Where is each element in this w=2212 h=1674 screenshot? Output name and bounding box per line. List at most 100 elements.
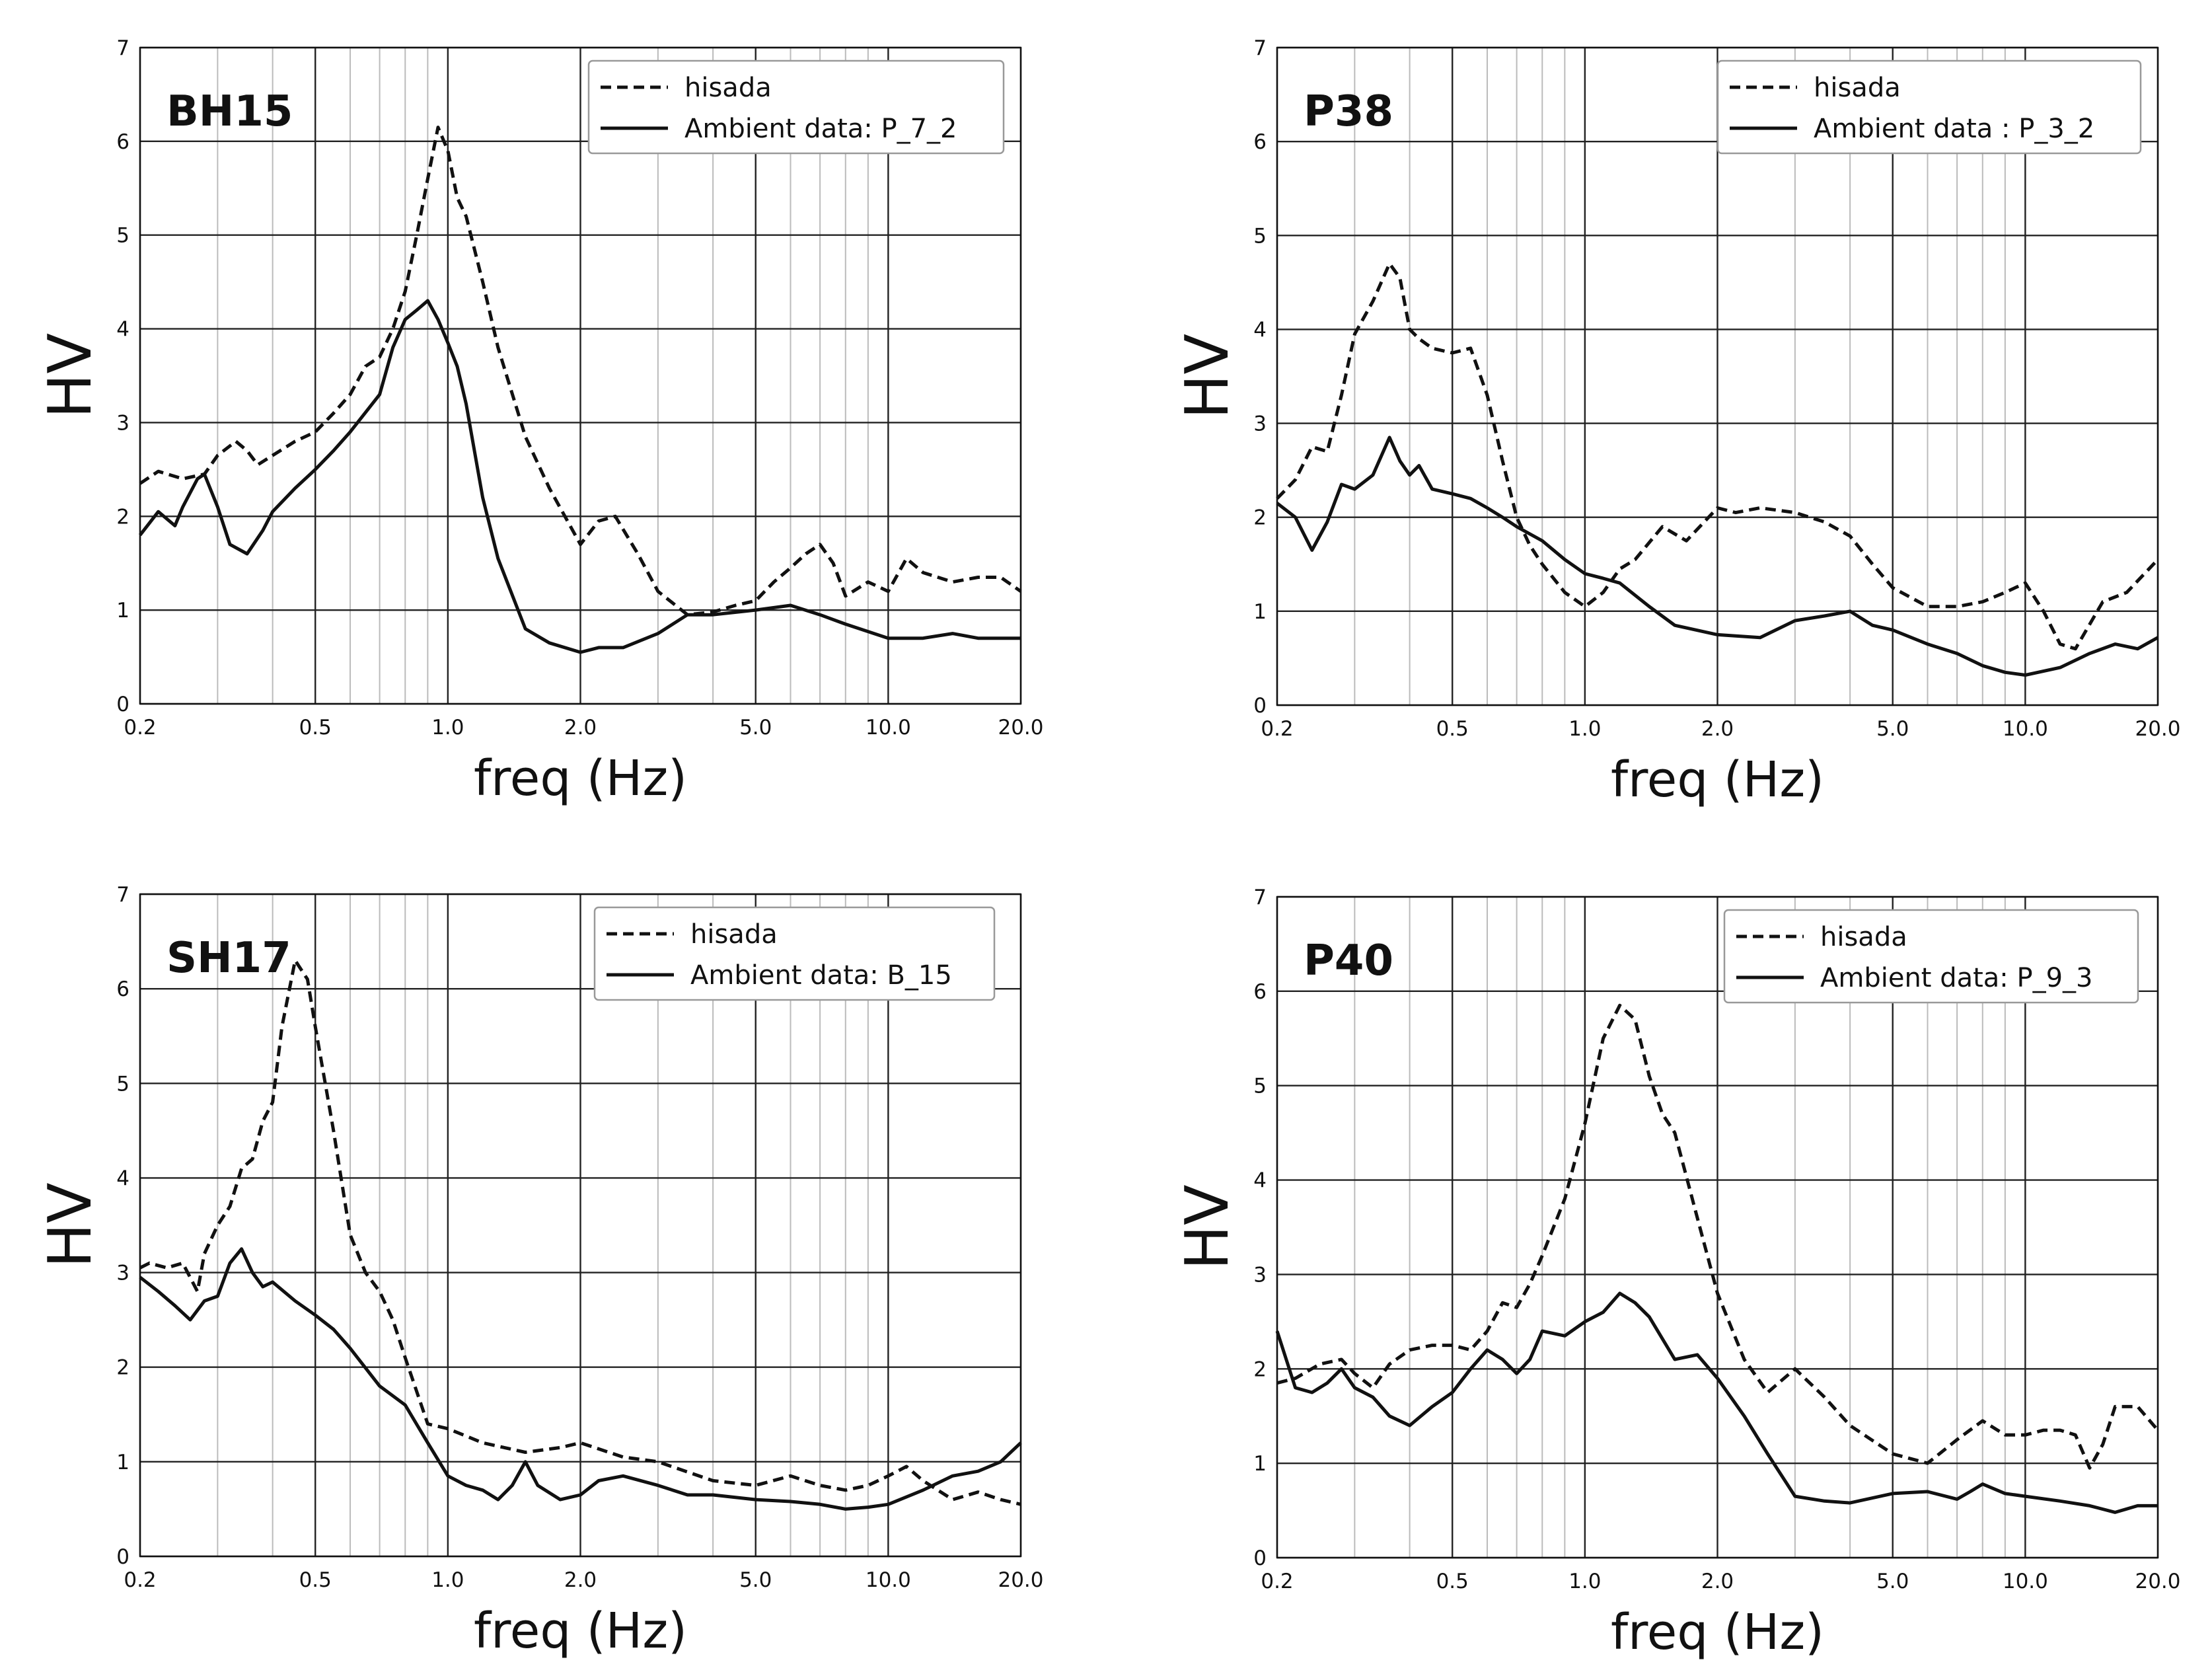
- y-tick-label: 5: [116, 224, 129, 248]
- x-tick-label: 5.0: [739, 1568, 772, 1592]
- y-tick-label: 6: [1253, 980, 1267, 1004]
- y-tick-label: 1: [116, 599, 129, 623]
- y-axis-label: HV: [36, 1182, 105, 1268]
- legend: hisada Ambient data: P_9_3: [1723, 909, 2139, 1004]
- x-axis-label: freq (Hz): [1611, 1604, 1824, 1661]
- x-tick-label: 10.0: [2003, 717, 2048, 741]
- x-tick-label: 0.5: [299, 1568, 332, 1592]
- x-tick-label: 0.2: [124, 1568, 156, 1592]
- legend: hisada Ambient data: B_15: [593, 906, 996, 1001]
- plot-frame: [139, 46, 1022, 705]
- site-label: P40: [1304, 936, 1393, 985]
- y-tick-label: 1: [1253, 600, 1267, 624]
- x-tick-label: 2.0: [1701, 1570, 1734, 1593]
- x-tick-label: 20.0: [2135, 717, 2180, 741]
- x-tick-label: 2.0: [564, 716, 597, 740]
- x-tick-label: 5.0: [739, 716, 772, 740]
- y-tick-label: 7: [116, 36, 129, 60]
- y-tick-label: 0: [116, 693, 129, 716]
- series-line-hisada: [1276, 1003, 2159, 1470]
- x-tick-label: 2.0: [564, 1568, 597, 1592]
- y-tick-label: 2: [1253, 506, 1267, 530]
- x-tick-label: 0.2: [1261, 717, 1293, 741]
- y-tick-label: 3: [1253, 1263, 1267, 1287]
- y-tick-label: 1: [1253, 1452, 1267, 1476]
- y-tick-label: 5: [1253, 224, 1267, 248]
- y-tick-label: 6: [1253, 130, 1267, 154]
- plot-frame: [1276, 895, 2159, 1559]
- legend-label: hisada: [684, 73, 772, 103]
- y-tick-label: 5: [1253, 1075, 1267, 1098]
- y-tick-label: 7: [116, 883, 129, 907]
- legend-label: Ambient data: P_9_3: [1820, 963, 2093, 993]
- plot-frame: [139, 893, 1022, 1558]
- y-axis-label: HV: [1173, 1184, 1242, 1270]
- x-tick-label: 0.5: [1436, 717, 1469, 741]
- x-tick-label: 10.0: [866, 1568, 911, 1592]
- series-line-hisada: [139, 126, 1022, 617]
- x-tick-label: 5.0: [1876, 1570, 1909, 1593]
- x-tick-label: 0.5: [1436, 1570, 1469, 1593]
- y-tick-label: 2: [116, 1356, 129, 1380]
- legend-label: hisada: [1814, 73, 1901, 103]
- series-line-hisada: [1276, 262, 2159, 651]
- legend-label: Ambient data : P_3_2: [1814, 114, 2094, 144]
- y-tick-label: 3: [116, 411, 129, 435]
- y-tick-label: 3: [1253, 412, 1267, 436]
- y-axis-label: HV: [36, 333, 105, 418]
- y-tick-label: 7: [1253, 886, 1267, 909]
- x-tick-label: 1.0: [431, 1568, 464, 1592]
- panel-sh17: 0 1 2 3 4 5 6 7 0.2 0.5 1.0 2.0 5.0 10.0 20.0 SH17 freq …: [36, 883, 1044, 1659]
- y-tick-label: 4: [116, 1166, 129, 1190]
- y-tick-label: 2: [116, 505, 129, 529]
- legend-box: [587, 59, 1005, 155]
- legend-label: hisada: [690, 919, 778, 950]
- x-tick-label: 10.0: [2003, 1570, 2048, 1593]
- legend-box: [593, 906, 996, 1001]
- x-tick-label: 20.0: [998, 716, 1043, 740]
- series-line-hisada: [139, 958, 1021, 1506]
- legend: hisada Ambient data: P_7_2: [587, 59, 1005, 155]
- y-tick-label: 2: [1253, 1357, 1267, 1381]
- y-tick-label: 1: [116, 1451, 129, 1474]
- y-tick-label: 0: [1253, 1546, 1267, 1570]
- y-tick-label: 6: [116, 977, 129, 1001]
- series-line-ambient: [1276, 436, 2159, 677]
- y-tick-label: 5: [116, 1072, 129, 1096]
- x-tick-label: 2.0: [1701, 717, 1734, 741]
- plot-frame: [1276, 46, 2159, 706]
- y-tick-label: 0: [116, 1545, 129, 1569]
- y-tick-label: 4: [1253, 318, 1267, 342]
- x-tick-label: 10.0: [866, 716, 911, 740]
- x-tick-label: 5.0: [1876, 717, 1909, 741]
- legend-label: Ambient data: B_15: [690, 960, 952, 991]
- legend-label: Ambient data: P_7_2: [684, 114, 957, 144]
- y-tick-label: 3: [116, 1262, 129, 1285]
- x-tick-label: 0.2: [124, 716, 156, 740]
- legend: hisada Ambient data : P_3_2: [1716, 59, 2142, 155]
- legend-box: [1716, 59, 2142, 155]
- y-tick-label: 6: [116, 130, 129, 154]
- y-tick-label: 7: [1253, 36, 1267, 60]
- legend-box: [1723, 909, 2139, 1004]
- panel-p38: 0 1 2 3 4 5 6 7 0.2 0.5 1.0 2.0 5.0 10.0 20.0 P38 freq (…: [1173, 36, 2181, 808]
- y-tick-label: 4: [1253, 1169, 1267, 1193]
- x-tick-label: 1.0: [1568, 717, 1601, 741]
- x-tick-label: 0.5: [299, 716, 332, 740]
- x-tick-label: 1.0: [1568, 1570, 1601, 1593]
- x-tick-label: 20.0: [998, 1568, 1043, 1592]
- x-axis-label: freq (Hz): [1611, 751, 1824, 808]
- series-line-ambient: [139, 299, 1021, 654]
- y-tick-label: 0: [1253, 694, 1267, 718]
- y-axis-label: HV: [1173, 334, 1242, 419]
- site-label: P38: [1304, 87, 1393, 136]
- series-line-ambient: [139, 1247, 1022, 1511]
- panel-p40: 0 1 2 3 4 5 6 7 0.2 0.5 1.0 2.0 5.0 10.0 20.0 P40 freq (…: [1173, 886, 2181, 1661]
- x-tick-label: 0.2: [1261, 1570, 1293, 1593]
- site-label: SH17: [166, 934, 291, 983]
- y-tick-label: 4: [116, 318, 129, 342]
- legend-label: hisada: [1820, 922, 1907, 952]
- x-tick-label: 20.0: [2135, 1570, 2180, 1593]
- x-axis-label: freq (Hz): [474, 750, 687, 807]
